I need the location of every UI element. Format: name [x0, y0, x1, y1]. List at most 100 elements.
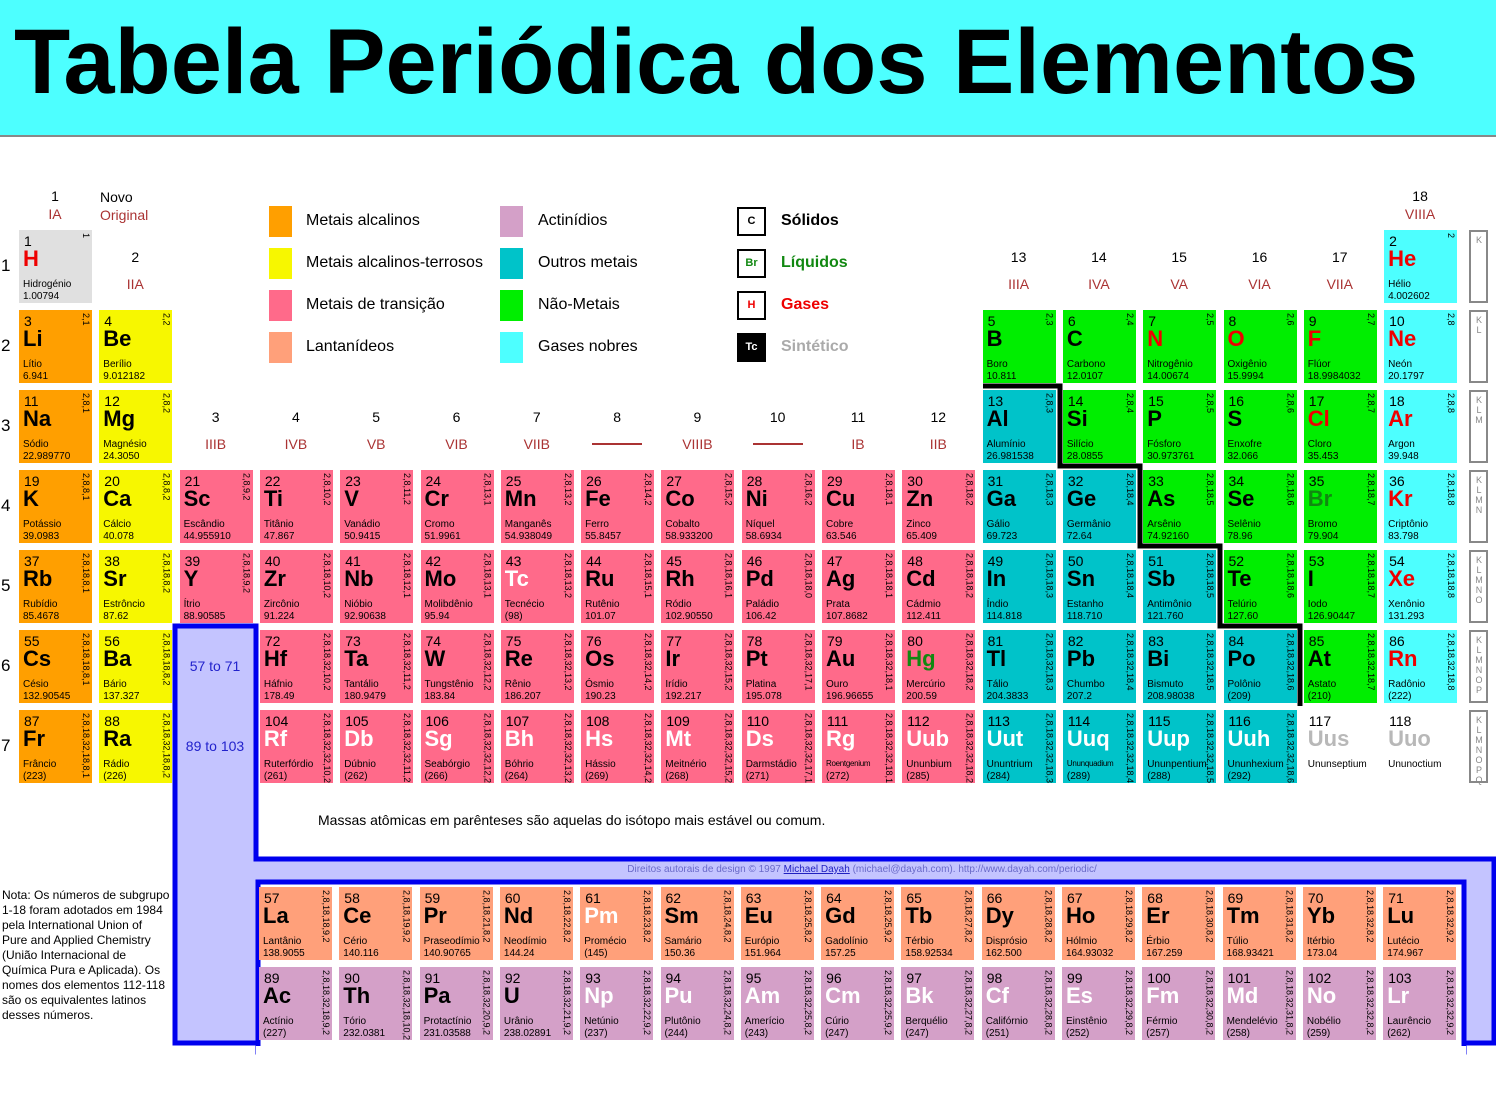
- element-ni[interactable]: 28 Ni Níquel 58.6934 2,8,16,2: [741, 470, 815, 543]
- lanthanides-placeholder[interactable]: 57 to 71: [189, 658, 241, 674]
- element-as[interactable]: 33 As Arsênio 74.92160 2,8,18,5: [1143, 470, 1217, 543]
- element-te[interactable]: 52 Te Telúrio 127.60 2,8,18,18,6: [1223, 550, 1297, 623]
- element-pt[interactable]: 78 Pt Platina 195.078 2,8,18,32,17,1: [741, 630, 815, 703]
- element-o[interactable]: 8 O Oxigênio 15.9994 2,6: [1223, 310, 1297, 383]
- element-si[interactable]: 14 Si Silício 28.0855 2,8,4: [1062, 390, 1136, 463]
- element-ac[interactable]: 89 Ac Actínio (227) 2,8,18,32,18,9,2: [259, 967, 332, 1040]
- element-lu[interactable]: 71 Lu Lutécio 174.967 2,8,18,32,9,2: [1383, 887, 1457, 960]
- element-no[interactable]: 102 No Nobélio (259) 2,8,18,32,32,8,2: [1302, 967, 1376, 1040]
- element-bh[interactable]: 107 Bh Bóhrio (264) 2,8,18,32,32,13,2: [500, 710, 574, 783]
- element-bk[interactable]: 97 Bk Berquélio (247) 2,8,18,32,27,8,2: [901, 967, 975, 1040]
- element-br[interactable]: 35 Br Bromo 79.904 2,8,18,7: [1303, 470, 1377, 543]
- element-au[interactable]: 79 Au Ouro 196.96655 2,8,18,32,18,1: [822, 630, 895, 703]
- element-zr[interactable]: 40 Zr Zircônio 91.224 2,8,18,10,2: [259, 550, 333, 623]
- element-gd[interactable]: 64 Gd Gadolínio 157.25 2,8,18,25,9,2: [821, 887, 895, 960]
- element-tm[interactable]: 69 Tm Túlio 168.93421 2,8,18,31,8,2: [1222, 887, 1296, 960]
- element-po[interactable]: 84 Po Polônio (209) 2,8,18,32,18,6: [1223, 630, 1297, 703]
- element-ce[interactable]: 58 Ce Cério 140.116 2,8,18,19,9,2: [339, 887, 413, 960]
- element-hg[interactable]: 80 Hg Mercúrio 200.59 2,8,18,32,18,2: [902, 630, 976, 703]
- element-tb[interactable]: 65 Tb Térbio 158.92534 2,8,18,27,8,2: [901, 887, 975, 960]
- element-pu[interactable]: 94 Pu Plutônio (244) 2,8,18,32,24,8,2: [660, 967, 734, 1040]
- element-rb[interactable]: 37 Rb Rubídio 85.4678 2,8,18,8,1: [19, 550, 92, 623]
- element-uuo[interactable]: 118 Uuo Ununoctium: [1384, 710, 1458, 783]
- element-ne[interactable]: 10 Ne Neón 20.1797 2,8: [1384, 310, 1458, 383]
- author-link[interactable]: Michael Dayah: [783, 864, 850, 875]
- element-pa[interactable]: 91 Pa Protactínio 231.03588 2,8,18,32,20,9,2: [419, 967, 493, 1040]
- element-xe[interactable]: 54 Xe Xenônio 131.293 2,8,18,18,8: [1384, 550, 1458, 623]
- element-am[interactable]: 95 Am Amerício (243) 2,8,18,32,25,8,2: [740, 967, 814, 1040]
- element-cm[interactable]: 96 Cm Cúrio (247) 2,8,18,32,25,9,2: [821, 967, 895, 1040]
- element-cs[interactable]: 55 Cs Césio 132.90545 2,8,18,18,8,1: [19, 630, 92, 703]
- element-os[interactable]: 76 Os Ósmio 190.23 2,8,18,32,14,2: [581, 630, 655, 703]
- element-al[interactable]: 13 Al Alumínio 26.981538 2,8,3: [982, 390, 1056, 463]
- element-md[interactable]: 101 Md Mendelévio (258) 2,8,18,32,31,8,2: [1222, 967, 1296, 1040]
- element-pm[interactable]: 61 Pm Promécio (145) 2,8,18,23,8,2: [580, 887, 654, 960]
- element-tl[interactable]: 81 Tl Tálio 204.3833 2,8,18,32,18,3: [982, 630, 1056, 703]
- element-uut[interactable]: 113 Uut Ununtrium (284) 2,8,18,32,32,18,3: [982, 710, 1056, 783]
- element-pd[interactable]: 46 Pd Paládio 106.42 2,8,18,18,0: [741, 550, 815, 623]
- element-uus[interactable]: 117 Uus Ununseptium: [1303, 710, 1377, 783]
- element-zn[interactable]: 30 Zn Zinco 65.409 2,8,18,2: [902, 470, 976, 543]
- element-eu[interactable]: 63 Eu Európio 151.964 2,8,18,25,8,2: [740, 887, 814, 960]
- element-ta[interactable]: 73 Ta Tantálio 180.9479 2,8,18,32,11,2: [340, 630, 414, 703]
- element-bi[interactable]: 83 Bi Bismuto 208.98038 2,8,18,32,18,5: [1143, 630, 1217, 703]
- element-ca[interactable]: 20 Ca Cálcio 40.078 2,8,8,2: [99, 470, 173, 543]
- element-ru[interactable]: 44 Ru Rutênio 101.07 2,8,18,15,1: [581, 550, 655, 623]
- actinides-placeholder[interactable]: 89 to 103: [185, 738, 245, 754]
- element-pb[interactable]: 82 Pb Chumbo 207.2 2,8,18,32,18,4: [1062, 630, 1136, 703]
- element-in[interactable]: 49 In Índio 114.818 2,8,18,18,3: [982, 550, 1056, 623]
- element-cl[interactable]: 17 Cl Cloro 35.453 2,8,7: [1303, 390, 1377, 463]
- element-sn[interactable]: 50 Sn Estanho 118.710 2,8,18,18,4: [1062, 550, 1136, 623]
- element-pr[interactable]: 59 Pr Praseodímio 140.90765 2,8,18,21,8,2: [419, 887, 493, 960]
- element-cu[interactable]: 29 Cu Cobre 63.546 2,8,18,1: [822, 470, 895, 543]
- element-co[interactable]: 27 Co Cobalto 58.933200 2,8,15,2: [661, 470, 735, 543]
- element-hs[interactable]: 108 Hs Hássio (269) 2,8,18,32,32,14,2: [581, 710, 655, 783]
- element-fm[interactable]: 100 Fm Férmio (257) 2,8,18,32,30,8,2: [1142, 967, 1216, 1040]
- element-na[interactable]: 11 Na Sódio 22.989770 2,8,1: [19, 390, 92, 463]
- element-rh[interactable]: 45 Rh Ródio 102.90550 2,8,18,16,1: [661, 550, 735, 623]
- element-ba[interactable]: 56 Ba Bário 137.327 2,8,18,18,8,2: [99, 630, 173, 703]
- element-he[interactable]: 2 He Hélio 4.002602 2: [1384, 230, 1458, 303]
- element-ga[interactable]: 31 Ga Gálio 69.723 2,8,18,3: [982, 470, 1056, 543]
- element-fe[interactable]: 26 Fe Ferro 55.8457 2,8,14,2: [581, 470, 655, 543]
- element-rn[interactable]: 86 Rn Radônio (222) 2,8,18,32,18,8: [1384, 630, 1458, 703]
- element-mn[interactable]: 25 Mn Manganês 54.938049 2,8,13,2: [500, 470, 574, 543]
- element-hf[interactable]: 72 Hf Háfnio 178.49 2,8,18,32,10,2: [259, 630, 333, 703]
- element-n[interactable]: 7 N Nitrogênio 14.00674 2,5: [1143, 310, 1217, 383]
- element-ge[interactable]: 32 Ge Germânio 72.64 2,8,18,4: [1062, 470, 1136, 543]
- element-nb[interactable]: 41 Nb Nióbio 92.90638 2,8,18,12,1: [340, 550, 414, 623]
- element-nd[interactable]: 60 Nd Neodímio 144.24 2,8,18,22,8,2: [499, 887, 573, 960]
- element-fr[interactable]: 87 Fr Frâncio (223) 2,8,18,32,18,8,1: [19, 710, 92, 783]
- element-at[interactable]: 85 At Astato (210) 2,8,18,32,18,7: [1303, 630, 1377, 703]
- element-li[interactable]: 3 Li Lítio 6.941 2,1: [19, 310, 92, 383]
- element-yb[interactable]: 70 Yb Itérbio 173.04 2,8,18,32,8,2: [1302, 887, 1376, 960]
- element-se[interactable]: 34 Se Selênio 78.96 2,8,18,6: [1223, 470, 1297, 543]
- element-kr[interactable]: 36 Kr Criptônio 83.798 2,8,18,8: [1384, 470, 1458, 543]
- element-c[interactable]: 6 C Carbono 12.0107 2,4: [1062, 310, 1136, 383]
- element-be[interactable]: 4 Be Berílio 9.012182 2,2: [99, 310, 173, 383]
- element-ho[interactable]: 67 Ho Hólmio 164.93032 2,8,18,29,8,2: [1062, 887, 1135, 960]
- element-db[interactable]: 105 Db Dúbnio (262) 2,8,18,32,32,11,2: [340, 710, 414, 783]
- element-sb[interactable]: 51 Sb Antimônio 121.760 2,8,18,18,5: [1143, 550, 1217, 623]
- element-dy[interactable]: 66 Dy Disprósio 162.500 2,8,18,28,8,2: [981, 887, 1055, 960]
- element-es[interactable]: 99 Es Einstênio (252) 2,8,18,32,29,8,2: [1062, 967, 1135, 1040]
- element-sc[interactable]: 21 Sc Escândio 44.955910 2,8,9,2: [179, 470, 253, 543]
- element-cd[interactable]: 48 Cd Cádmio 112.411 2,8,18,18,2: [902, 550, 976, 623]
- element-uup[interactable]: 115 Uup Ununpentium (288) 2,8,18,32,32,18,5: [1143, 710, 1217, 783]
- element-mg[interactable]: 12 Mg Magnésio 24.3050 2,8,2: [99, 390, 173, 463]
- element-sr[interactable]: 38 Sr Estrôncio 87.62 2,8,18,8,2: [99, 550, 173, 623]
- element-th[interactable]: 90 Th Tório 232.0381 2,8,18,32,18,10,2: [339, 967, 413, 1040]
- element-sg[interactable]: 106 Sg Seabórgio (266) 2,8,18,32,32,12,2: [420, 710, 494, 783]
- element-ar[interactable]: 18 Ar Argon 39.948 2,8,8: [1384, 390, 1458, 463]
- element-b[interactable]: 5 B Boro 10.811 2,3: [982, 310, 1056, 383]
- element-ds[interactable]: 110 Ds Darmstádio (271) 2,8,18,32,32,17,1: [741, 710, 815, 783]
- element-i[interactable]: 53 I Iodo 126.90447 2,8,18,18,7: [1303, 550, 1377, 623]
- element-s[interactable]: 16 S Enxofre 32.066 2,8,6: [1223, 390, 1297, 463]
- element-sm[interactable]: 62 Sm Samário 150.36 2,8,18,24,8,2: [660, 887, 734, 960]
- element-rf[interactable]: 104 Rf Ruterfórdio (261) 2,8,18,32,32,10,2: [259, 710, 333, 783]
- element-lr[interactable]: 103 Lr Laurêncio (262) 2,8,18,32,32,9,2: [1383, 967, 1457, 1040]
- element-ir[interactable]: 77 Ir Irídio 192.217 2,8,18,32,15,2: [661, 630, 735, 703]
- element-uub[interactable]: 112 Uub Ununbium (285) 2,8,18,32,32,18,2: [902, 710, 976, 783]
- element-uuh[interactable]: 116 Uuh Ununhexium (292) 2,8,18,32,32,18,6: [1223, 710, 1297, 783]
- element-ra[interactable]: 88 Ra Rádio (226) 2,8,18,32,18,8,2: [99, 710, 173, 783]
